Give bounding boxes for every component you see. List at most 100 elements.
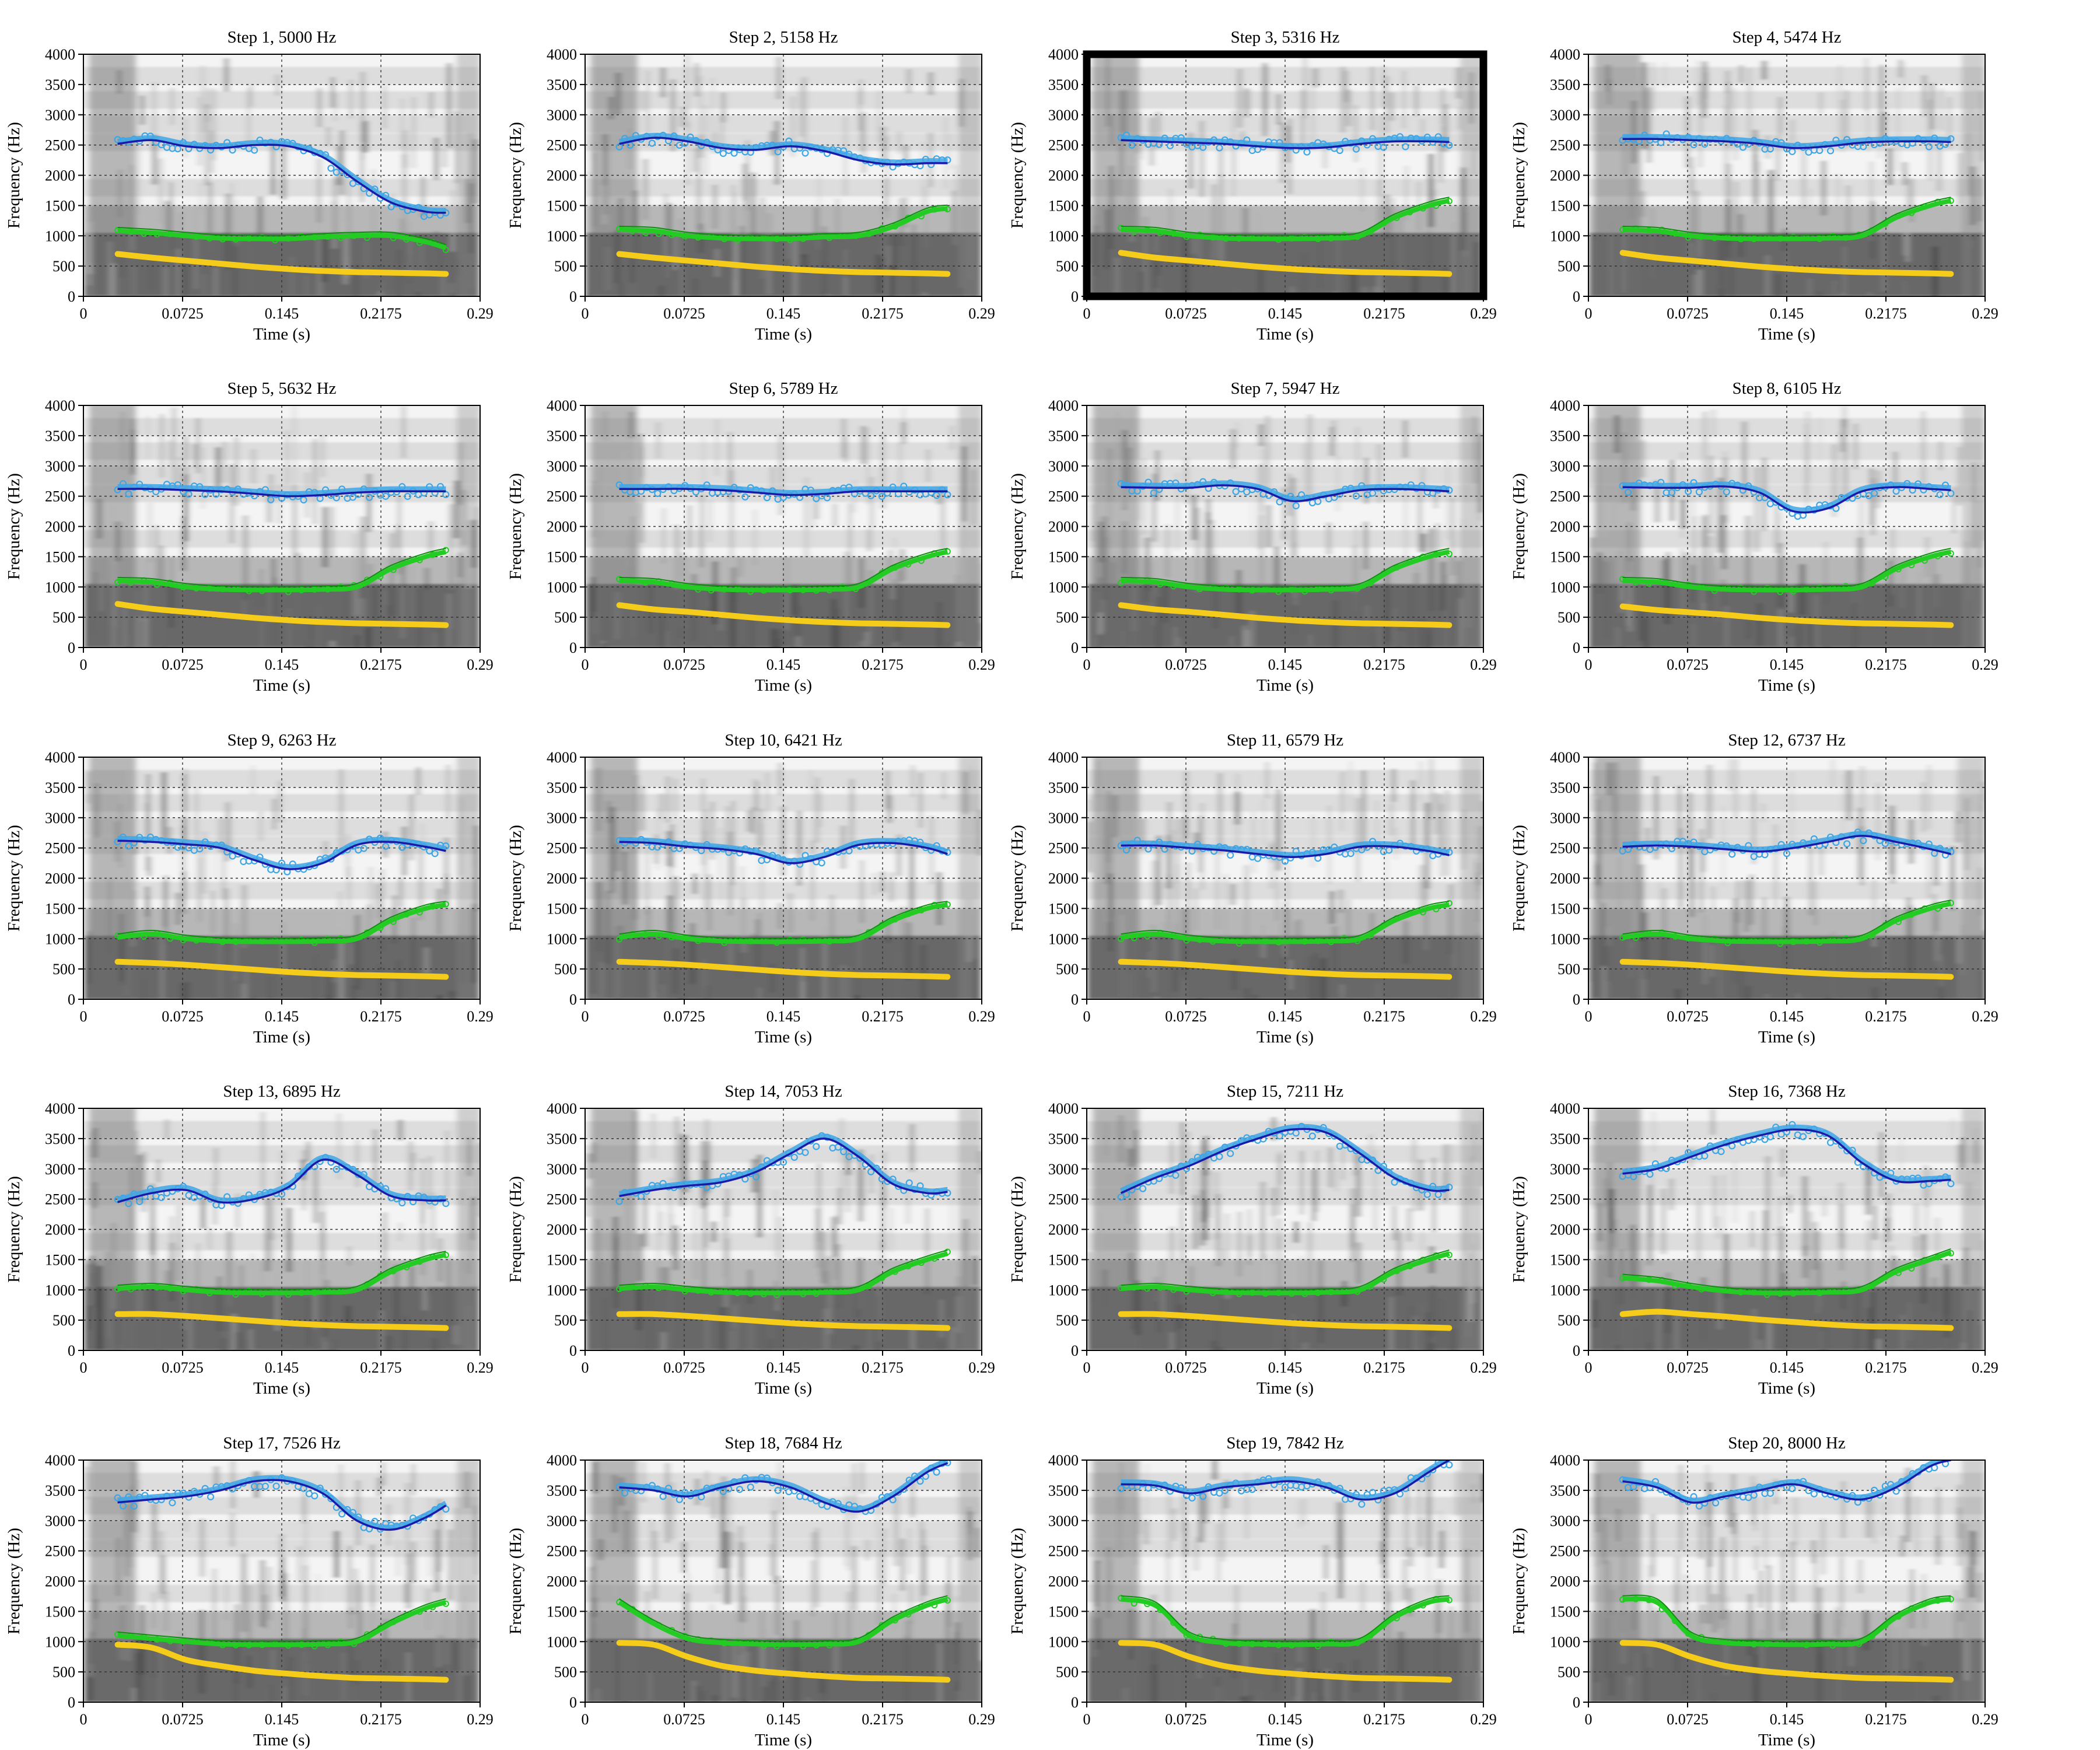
texture-streak <box>1944 1264 1949 1338</box>
texture-streak <box>609 97 613 120</box>
f3-point <box>311 1492 318 1500</box>
texture-streak <box>1773 1205 1777 1237</box>
texture-streak <box>1807 278 1812 296</box>
texture-streak <box>261 1261 263 1286</box>
texture-streak <box>1724 104 1729 181</box>
texture-streak <box>1868 292 1871 296</box>
texture-streak <box>1952 487 1955 534</box>
texture-streak <box>199 183 202 210</box>
energy-band-high-2 <box>1588 794 1985 812</box>
texture-streak <box>310 998 314 999</box>
texture-streak <box>1399 1632 1404 1672</box>
y-tick-label: 500 <box>1056 961 1079 978</box>
texture-streak <box>763 1686 767 1702</box>
texture-streak <box>1605 64 1611 92</box>
texture-streak <box>339 769 344 856</box>
texture-streak <box>703 1203 707 1248</box>
texture-streak <box>680 107 684 127</box>
texture-streak <box>649 1303 652 1349</box>
texture-streak <box>1290 286 1294 296</box>
texture-streak <box>1348 617 1353 648</box>
texture-streak <box>373 1129 377 1186</box>
texture-streak <box>160 545 163 586</box>
texture-streak <box>1303 1342 1308 1350</box>
texture-streak <box>710 802 715 860</box>
texture-streak <box>1166 524 1169 578</box>
x-tick-label: 0.145 <box>766 656 801 673</box>
texture-streak <box>1740 960 1743 999</box>
texture-streak <box>1827 993 1832 999</box>
texture-streak <box>305 1259 309 1298</box>
texture-streak <box>412 97 415 169</box>
texture-streak <box>1155 261 1158 289</box>
texture-streak <box>341 1653 346 1702</box>
texture-streak <box>397 1538 399 1577</box>
f3-measured-line <box>117 135 446 214</box>
texture-streak <box>963 446 966 522</box>
texture-streak <box>1218 1639 1222 1702</box>
texture-streak <box>1176 864 1180 946</box>
texture-streak <box>1809 848 1812 916</box>
x-axis-label: Time (s) <box>253 676 310 695</box>
texture-streak <box>1184 457 1189 505</box>
y-tick-label: 500 <box>52 1664 75 1681</box>
texture-streak <box>116 1311 119 1350</box>
texture-streak <box>660 67 666 98</box>
texture-streak <box>869 570 873 645</box>
texture-streak <box>382 590 387 620</box>
y-tick-label: 2500 <box>547 1191 577 1208</box>
texture-streak <box>1421 1349 1424 1350</box>
texture-streak <box>251 765 255 796</box>
f3-measured-line <box>618 1133 948 1196</box>
texture-streak <box>1819 847 1823 876</box>
texture-streak <box>152 134 158 185</box>
texture-streak <box>271 139 275 195</box>
texture-streak <box>1475 242 1478 296</box>
texture-streak <box>230 464 234 544</box>
f3-point <box>206 1493 215 1501</box>
texture-streak <box>911 985 915 999</box>
gridlines <box>1087 54 1483 296</box>
texture-streak <box>453 1325 459 1345</box>
texture-streak <box>290 257 294 296</box>
y-tick-label: 4000 <box>547 749 577 766</box>
texture-streak <box>923 1529 925 1548</box>
texture-streak <box>1336 233 1339 296</box>
texture-streak <box>1332 292 1336 296</box>
texture-streak <box>912 224 915 296</box>
texture-streak <box>1343 1678 1347 1702</box>
texture-streak <box>471 520 477 568</box>
texture-streak <box>1852 592 1856 648</box>
texture-streak <box>438 992 440 999</box>
texture-streak <box>396 524 398 548</box>
f3-measured-line <box>1121 840 1450 858</box>
texture-streak <box>1940 954 1943 986</box>
texture-streak <box>1618 857 1621 916</box>
texture-streak <box>1670 460 1674 521</box>
texture-streak <box>160 414 164 478</box>
texture-streak <box>596 1219 600 1287</box>
texture-streak <box>1106 883 1110 922</box>
f2-smoothed-line <box>619 1250 948 1290</box>
texture-streak <box>1224 1213 1230 1299</box>
y-tick-label: 500 <box>554 609 577 626</box>
texture-streak <box>285 430 288 492</box>
f3-point <box>1380 144 1387 151</box>
texture-streak <box>1903 230 1907 256</box>
texture-streak <box>600 962 604 999</box>
f2-smoothed-line <box>619 1595 948 1642</box>
y-tick-label: 2500 <box>45 137 75 154</box>
texture-streak <box>1282 1322 1286 1350</box>
texture-streak <box>702 1248 706 1322</box>
x-tick-label: 0.29 <box>467 1008 494 1025</box>
texture-streak <box>1154 996 1158 999</box>
x-tick-label: 0.145 <box>1770 1359 1804 1376</box>
texture-streak <box>739 1542 744 1622</box>
texture-streak <box>1809 188 1813 218</box>
texture-streak <box>1372 632 1377 648</box>
y-tick-label: 1500 <box>1048 548 1079 565</box>
texture-streak <box>1620 601 1624 648</box>
texture-streak <box>1734 1161 1737 1223</box>
texture-streak <box>1296 919 1302 978</box>
texture-streak <box>118 169 121 218</box>
